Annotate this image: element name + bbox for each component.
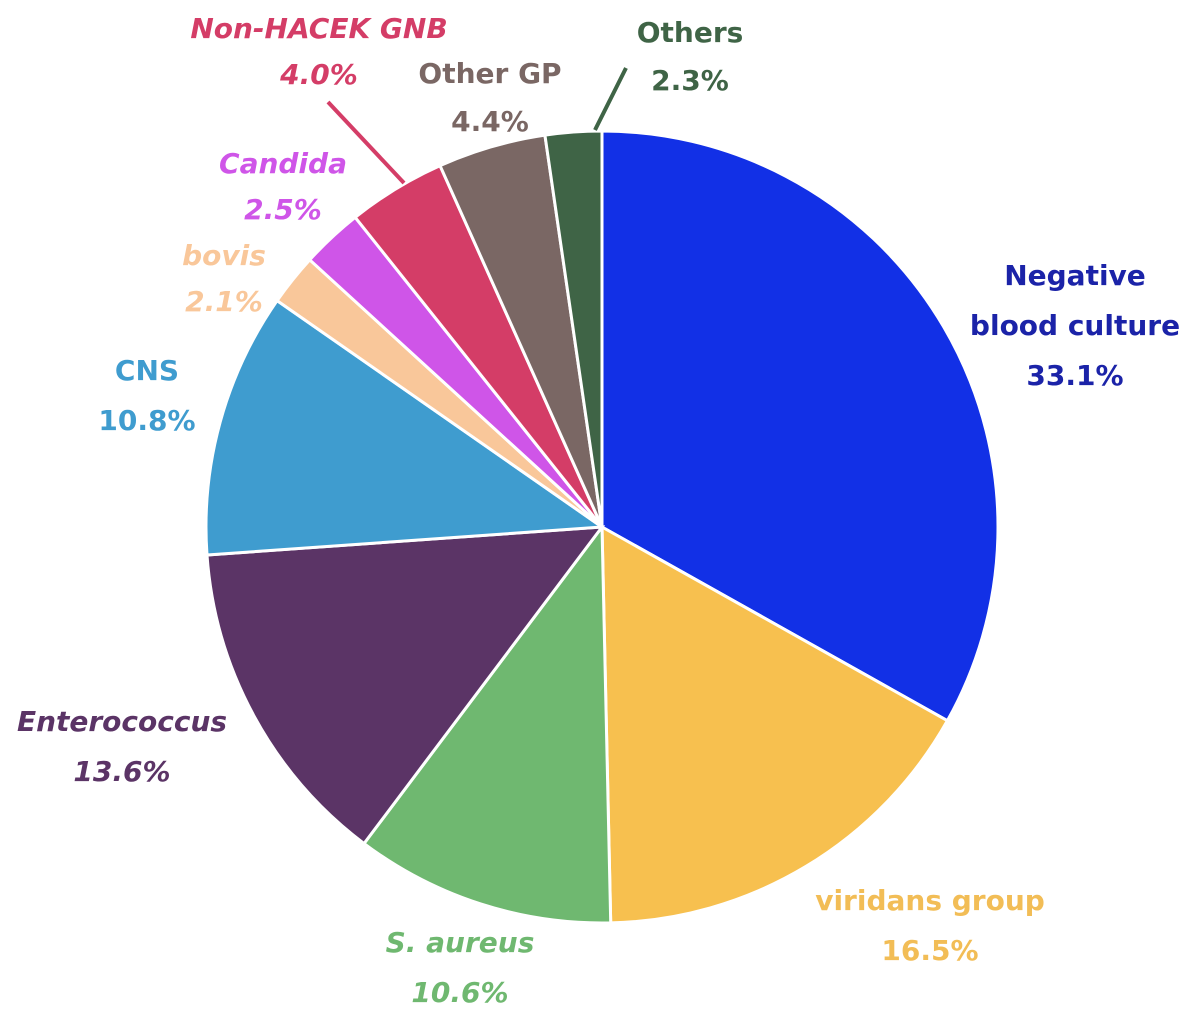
slice-label-others: Others <box>637 16 744 49</box>
slice-value-negative-blood-culture: 33.1% <box>1026 359 1123 392</box>
slice-label-viridans-group: viridans group <box>815 884 1045 917</box>
leader-lines <box>326 67 628 185</box>
slice-label-cns: CNS <box>115 354 179 387</box>
slice-value-bovis: 2.1% <box>185 285 263 318</box>
pie-slices <box>204 129 1000 925</box>
slice-value-viridans-group: 16.5% <box>881 934 978 967</box>
slice-value-candida: 2.5% <box>244 193 322 226</box>
slice-label-other-gp: Other GP <box>418 57 561 90</box>
pie-slice-others <box>543 129 604 528</box>
leader-line-others <box>593 67 628 131</box>
slice-value-cns: 10.8% <box>98 404 195 437</box>
slice-labels: Negative blood culture 33.1% viridans group… <box>17 12 1180 1009</box>
slice-label-negative-blood-culture: blood culture <box>970 309 1180 342</box>
pie-slice-viridans-group <box>600 524 950 925</box>
slice-value-non-hacek-gnb: 4.0% <box>279 58 358 91</box>
slice-value-others: 2.3% <box>651 64 729 97</box>
pie-slice-s-aureus <box>361 522 613 925</box>
slice-value-other-gp: 4.4% <box>451 105 529 138</box>
slice-label-bovis: bovis <box>182 239 266 272</box>
slice-label-non-hacek-gnb: Non-HACEK GNB <box>190 12 447 45</box>
slice-label-candida: Candida <box>219 147 347 180</box>
leader-line-non-hacek-gnb <box>326 100 406 185</box>
slice-label-negative-blood-culture: Negative <box>1004 259 1146 292</box>
pie-slice-cns <box>204 298 607 557</box>
slice-value-enterococcus: 13.6% <box>73 755 170 788</box>
slice-label-enterococcus: Enterococcus <box>17 705 227 738</box>
pie-slice-negative-blood-culture <box>600 129 1000 723</box>
slice-label-s-aureus: S. aureus <box>386 926 535 959</box>
slice-value-s-aureus: 10.6% <box>411 976 508 1009</box>
pie-slice-enterococcus <box>205 525 606 846</box>
